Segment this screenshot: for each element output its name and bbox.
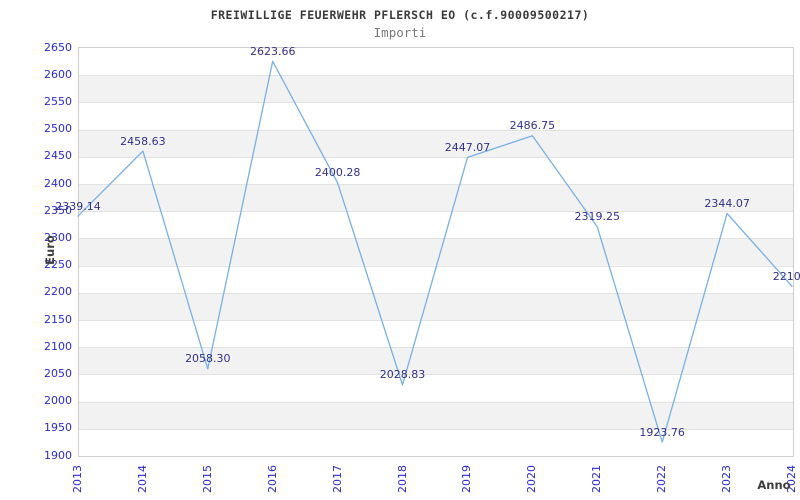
y-tick-label: 2250 — [44, 258, 72, 272]
data-point-label: 2028.83 — [379, 368, 426, 382]
data-point-label: 2623.66 — [249, 44, 296, 58]
gridline — [79, 320, 793, 321]
data-point-label: 2400.28 — [314, 166, 361, 180]
y-tick-label: 2300 — [44, 230, 72, 244]
y-tick-label: 1900 — [44, 448, 72, 462]
data-point-label: 2210.1 — [772, 269, 800, 283]
y-tick-label: 2100 — [44, 339, 72, 353]
data-point-label: 2447.07 — [444, 140, 491, 154]
gridline — [79, 428, 793, 430]
x-tick-label: 2020 — [525, 465, 539, 493]
x-tick-label: 2015 — [200, 465, 214, 493]
gridline — [79, 102, 793, 104]
data-point-label: 1923.76 — [639, 425, 685, 439]
gridline — [79, 184, 793, 185]
x-tick-label: 2019 — [460, 465, 474, 493]
gridline — [79, 292, 793, 294]
x-tick-label: 2014 — [135, 465, 149, 493]
gridline — [79, 374, 793, 376]
y-tick-label: 2450 — [44, 149, 72, 163]
gridline — [79, 401, 793, 403]
chart-title: FREIWILLIGE FEUERWEHR PFLERSCH EO (c.f.9… — [210, 8, 590, 22]
gridline — [79, 75, 793, 77]
y-tick-label: 2550 — [44, 94, 72, 108]
x-tick-label: 2018 — [395, 465, 409, 493]
y-tick-label: 2600 — [44, 67, 72, 81]
y-tick-label: 2500 — [44, 122, 72, 136]
chart-subtitle: Importi — [373, 25, 427, 40]
y-tick-label: 2650 — [44, 40, 72, 54]
data-point-label: 2344.07 — [704, 196, 750, 210]
data-point-label: 2458.63 — [120, 134, 166, 148]
y-tick-label: 2200 — [44, 285, 72, 299]
plot-area — [78, 47, 794, 457]
y-tick-label: 2000 — [44, 394, 72, 408]
gridline — [79, 156, 793, 158]
gridline — [79, 347, 793, 349]
data-point-label: 2319.25 — [574, 210, 621, 224]
gridline — [79, 129, 793, 131]
y-tick-label: 1950 — [44, 421, 72, 435]
x-tick-label: 2016 — [265, 465, 279, 493]
x-tick-label: 2023 — [720, 465, 734, 493]
data-point-label: 2058.30 — [185, 352, 231, 366]
data-point-label: 2486.75 — [509, 119, 556, 133]
gridline — [79, 265, 793, 267]
x-tick-label: 2021 — [590, 465, 604, 493]
y-tick-label: 2150 — [44, 312, 72, 326]
x-tick-label: 2022 — [655, 465, 669, 493]
x-axis-title: Anno — [757, 478, 791, 492]
x-tick-label: 2013 — [71, 465, 84, 493]
y-tick-label: 2350 — [44, 203, 72, 217]
gridline — [79, 211, 793, 213]
y-axis-title: Euro — [43, 235, 57, 265]
data-point-label: 2339.14 — [55, 199, 101, 213]
y-tick-label: 2050 — [44, 366, 72, 380]
gridline — [79, 238, 793, 240]
x-tick-label: 2017 — [330, 465, 344, 493]
y-tick-label: 2400 — [44, 176, 72, 190]
